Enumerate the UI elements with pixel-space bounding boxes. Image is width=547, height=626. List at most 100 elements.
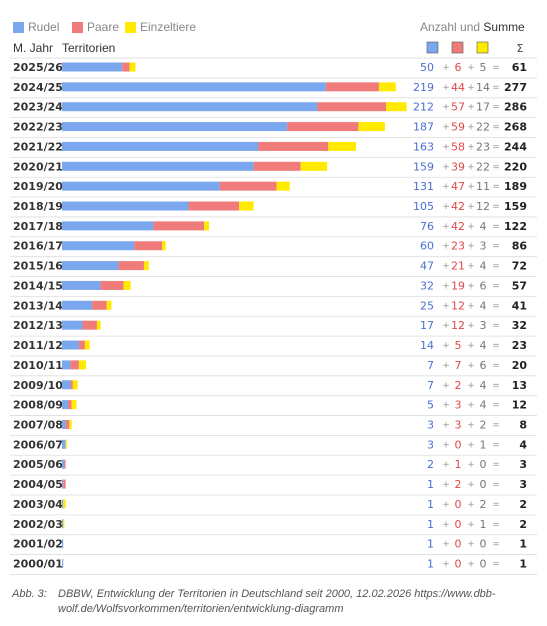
bar-rudel — [62, 141, 259, 151]
year-label: 2006/07 — [13, 438, 63, 451]
plus-sign: + — [467, 440, 475, 450]
value-einzeltiere: 2 — [480, 498, 487, 511]
value-total: 268 — [504, 121, 527, 134]
plus-sign: + — [467, 321, 475, 331]
bar-paare — [63, 479, 66, 489]
equals-sign: = — [492, 262, 500, 272]
right-title: Anzahl und Summe — [420, 20, 525, 34]
plus-sign: + — [442, 142, 450, 152]
legend-item-rudel: Rudel — [13, 20, 59, 34]
bar-paare — [253, 161, 301, 171]
value-total: 2 — [519, 498, 527, 511]
value-einzeltiere: 17 — [476, 101, 490, 114]
value-total: 2 — [519, 518, 527, 531]
value-einzeltiere: 6 — [480, 359, 487, 372]
value-einzeltiere: 4 — [480, 379, 487, 392]
value-einzeltiere: 4 — [480, 260, 487, 273]
right-title-a: Anzahl und — [420, 20, 481, 34]
plus-sign: + — [467, 262, 475, 272]
equals-sign: = — [492, 440, 500, 450]
plus-sign: + — [442, 401, 450, 411]
plus-sign: + — [467, 242, 475, 252]
value-paare: 44 — [451, 81, 465, 94]
year-label: 2016/17 — [13, 240, 63, 253]
value-total: 57 — [512, 279, 527, 292]
year-label: 2023/24 — [13, 101, 63, 114]
bar-einzeltiere — [204, 221, 210, 231]
plus-sign: + — [467, 123, 475, 133]
bar-paare — [258, 141, 329, 151]
plus-sign: + — [442, 500, 450, 510]
bar-paare — [82, 320, 97, 330]
header-icon-einzeltiere — [476, 41, 489, 54]
bar-einzeltiere — [96, 320, 101, 330]
bar-rudel — [62, 161, 254, 171]
value-einzeltiere: 14 — [476, 81, 490, 94]
plus-sign: + — [442, 103, 450, 113]
value-paare: 1 — [455, 458, 462, 471]
bar-paare — [118, 261, 144, 271]
value-paare: 0 — [455, 438, 462, 451]
caption-label: Abb. 3: — [12, 588, 47, 600]
value-einzeltiere: 22 — [476, 160, 490, 173]
value-paare: 7 — [455, 359, 462, 372]
value-einzeltiere: 23 — [476, 140, 490, 153]
value-paare: 2 — [455, 379, 462, 392]
year-label: 2001/02 — [13, 538, 63, 551]
value-einzeltiere: 12 — [476, 200, 490, 213]
plus-sign: + — [467, 460, 475, 470]
plus-sign: + — [442, 480, 450, 490]
value-rudel: 163 — [413, 140, 434, 153]
plus-sign: + — [442, 321, 450, 331]
equals-sign: = — [492, 361, 500, 371]
value-total: 86 — [512, 240, 528, 253]
value-total: 13 — [512, 379, 527, 392]
bar-einzeltiere — [143, 261, 149, 271]
bar-rudel — [62, 62, 123, 72]
bar-rudel — [62, 102, 318, 112]
bar-einzeltiere — [71, 400, 77, 410]
plus-sign: + — [467, 301, 475, 311]
value-total: 244 — [504, 140, 527, 153]
value-total: 32 — [512, 319, 527, 332]
value-paare: 3 — [455, 399, 462, 412]
value-rudel: 1 — [427, 538, 434, 551]
equals-sign: = — [492, 460, 500, 470]
year-label: 2021/22 — [13, 140, 63, 153]
plus-sign: + — [467, 540, 475, 550]
year-label: 2025/26 — [13, 61, 63, 74]
plus-sign: + — [467, 142, 475, 152]
bar-rudel — [62, 459, 65, 469]
bar-rudel — [62, 419, 66, 429]
bar-paare — [70, 360, 79, 370]
value-paare: 42 — [451, 220, 465, 233]
legend-label-einzeltiere: Einzeltiere — [140, 20, 197, 34]
plus-sign: + — [442, 440, 450, 450]
bar-einzeltiere — [378, 82, 396, 92]
value-paare: 0 — [455, 518, 462, 531]
bar-rudel — [62, 300, 93, 310]
plus-sign: + — [442, 242, 450, 252]
plus-sign: + — [467, 162, 475, 172]
value-paare: 0 — [455, 538, 462, 551]
year-label: 2007/08 — [13, 418, 63, 431]
plus-sign: + — [442, 520, 450, 530]
equals-sign: = — [492, 202, 500, 212]
plus-sign: + — [442, 202, 450, 212]
bar-paare — [325, 82, 379, 92]
plus-sign: + — [467, 420, 475, 430]
value-paare: 47 — [451, 180, 465, 193]
bar-rudel — [62, 181, 220, 191]
equals-sign: = — [492, 321, 500, 331]
right-title-b: Summe — [483, 20, 525, 34]
plus-sign: + — [467, 560, 475, 570]
bar-paare — [188, 201, 240, 211]
value-paare: 12 — [451, 319, 465, 332]
value-paare: 42 — [451, 200, 465, 213]
header-territories: Territorien — [62, 41, 116, 55]
value-total: 286 — [504, 101, 527, 114]
value-einzeltiere: 5 — [480, 61, 487, 74]
value-paare: 5 — [455, 339, 462, 352]
value-total: 3 — [519, 478, 527, 491]
equals-sign: = — [492, 222, 500, 232]
